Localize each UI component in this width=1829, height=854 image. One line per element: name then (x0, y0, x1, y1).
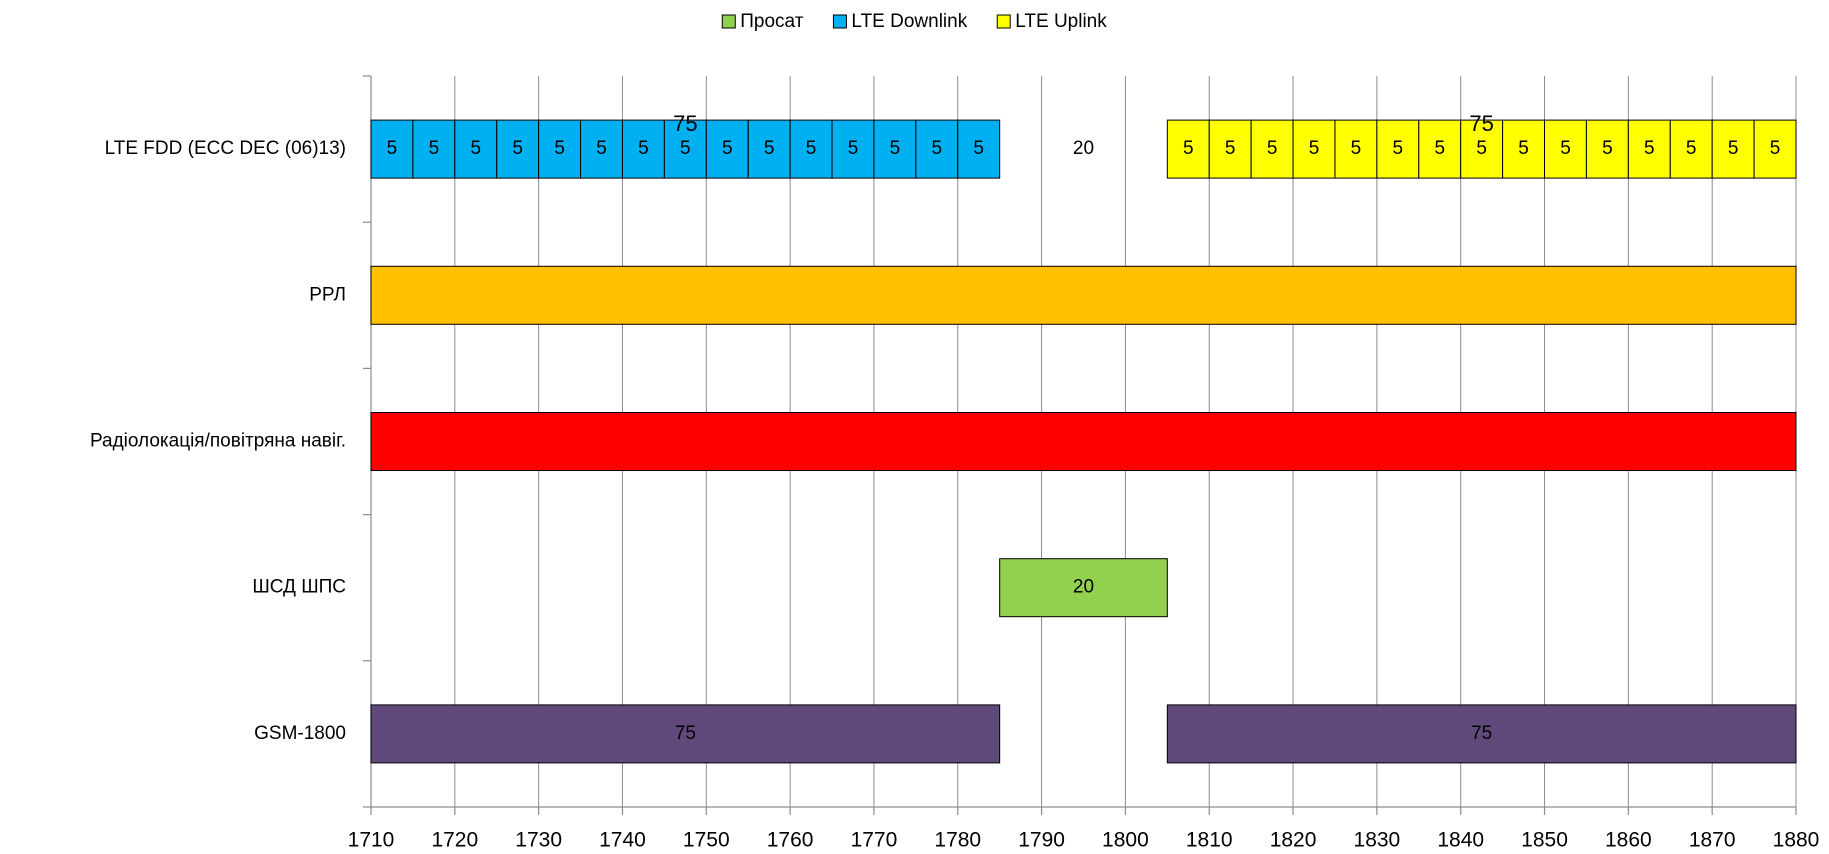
data-label: 5 (470, 138, 481, 159)
data-label: 5 (680, 138, 691, 159)
data-label: 5 (429, 138, 440, 159)
bar-segment (663, 119, 707, 179)
bar-segment (1585, 119, 1629, 179)
x-tick-label: 1870 (1689, 829, 1736, 852)
legend-label: LTE Downlink (851, 11, 967, 32)
data-label: 5 (1686, 138, 1697, 159)
data-label: 5 (890, 138, 901, 159)
bar-segment (705, 119, 749, 179)
x-tick-label: 1750 (683, 829, 730, 852)
group-label: 75 (1469, 111, 1493, 136)
bar-segment (1627, 119, 1671, 179)
x-tick-label: 1730 (515, 829, 562, 852)
bar-segment (789, 119, 833, 179)
data-label: 5 (1560, 138, 1571, 159)
bar-segment (1711, 119, 1755, 179)
data-label: 75 (675, 723, 696, 744)
data-label: 5 (1434, 138, 1445, 159)
y-tick-label: Радіолокація/повітряна навіг. (90, 431, 346, 452)
bar-segment (1334, 119, 1378, 179)
x-tick-label: 1770 (851, 829, 898, 852)
bar-segment (580, 119, 623, 179)
x-tick-label: 1740 (599, 829, 646, 852)
bar-segment (873, 119, 917, 179)
bar-segment (1250, 119, 1294, 179)
data-label: 5 (1351, 138, 1362, 159)
x-tick-label: 1810 (1186, 829, 1233, 852)
bar-segment (1208, 119, 1252, 179)
data-label: 5 (1183, 138, 1194, 159)
data-label: 5 (387, 138, 398, 159)
bar (370, 412, 1797, 471)
bar-segment (1376, 119, 1420, 179)
data-label: 5 (1770, 138, 1781, 159)
data-label: 5 (973, 138, 984, 159)
x-tick-label: 1790 (1018, 829, 1065, 852)
data-label: 5 (764, 138, 775, 159)
x-tick-label: 1850 (1521, 829, 1568, 852)
x-tick-label: 1780 (934, 829, 981, 852)
data-label: 20 (1073, 577, 1094, 598)
bar-segment (747, 119, 791, 179)
bar (370, 704, 1001, 764)
data-label: 5 (1225, 138, 1236, 159)
bar-segment (1544, 119, 1587, 179)
legend: Просат LTE Downlink LTE Uplink (721, 11, 1107, 32)
data-label: 5 (932, 138, 943, 159)
legend-swatch (996, 14, 1011, 29)
data-label: 5 (806, 138, 817, 159)
bar-segment (412, 119, 456, 179)
data-label: 5 (722, 138, 733, 159)
data-label: 20 (1073, 138, 1094, 159)
x-tick-label: 1860 (1605, 829, 1652, 852)
x-tick-label: 1710 (348, 829, 395, 852)
bar-segment (1166, 119, 1210, 179)
bar-segment (915, 119, 959, 179)
data-label: 5 (1728, 138, 1739, 159)
y-tick-label: РРЛ (309, 284, 346, 305)
bar-segment (1292, 119, 1336, 179)
data-label: 5 (1309, 138, 1320, 159)
data-label: 5 (554, 138, 565, 159)
legend-swatch (832, 14, 847, 29)
y-tick-label: ШСД ШПС (252, 577, 346, 598)
legend-label: LTE Uplink (1015, 11, 1107, 32)
x-tick-label: 1760 (767, 829, 814, 852)
x-tick-label: 1880 (1773, 829, 1820, 852)
y-tick-label: GSM-1800 (254, 723, 346, 744)
data-label: 5 (848, 138, 859, 159)
data-label: 5 (1644, 138, 1655, 159)
x-tick-label: 1820 (1270, 829, 1317, 852)
bar-segment (1460, 119, 1504, 179)
bar (999, 558, 1168, 618)
x-tick-label: 1840 (1437, 829, 1484, 852)
data-label: 5 (638, 138, 649, 159)
x-tick-label: 1800 (1102, 829, 1149, 852)
y-tick-label: LTE FDD (ECC DEC (06)13) (105, 138, 346, 159)
x-tick-label: 1830 (1354, 829, 1401, 852)
bar-segment (957, 119, 1001, 179)
bar-segment (496, 119, 540, 179)
group-label: 75 (673, 111, 697, 136)
data-label: 5 (1602, 138, 1613, 159)
bar-segment (621, 119, 665, 179)
data-label: 5 (596, 138, 607, 159)
bar (1166, 704, 1797, 764)
data-label: 5 (1393, 138, 1404, 159)
bar (370, 265, 1797, 325)
bar-segment (831, 119, 875, 179)
data-label: 5 (1267, 138, 1278, 159)
legend-swatch (721, 14, 736, 29)
x-tick-label: 1720 (431, 829, 478, 852)
data-label: 5 (1476, 138, 1487, 159)
legend-label: Просат (740, 11, 803, 32)
bar-segment (1753, 119, 1797, 179)
data-label: 5 (512, 138, 523, 159)
data-label: 5 (1518, 138, 1529, 159)
data-label: 75 (1471, 723, 1492, 744)
